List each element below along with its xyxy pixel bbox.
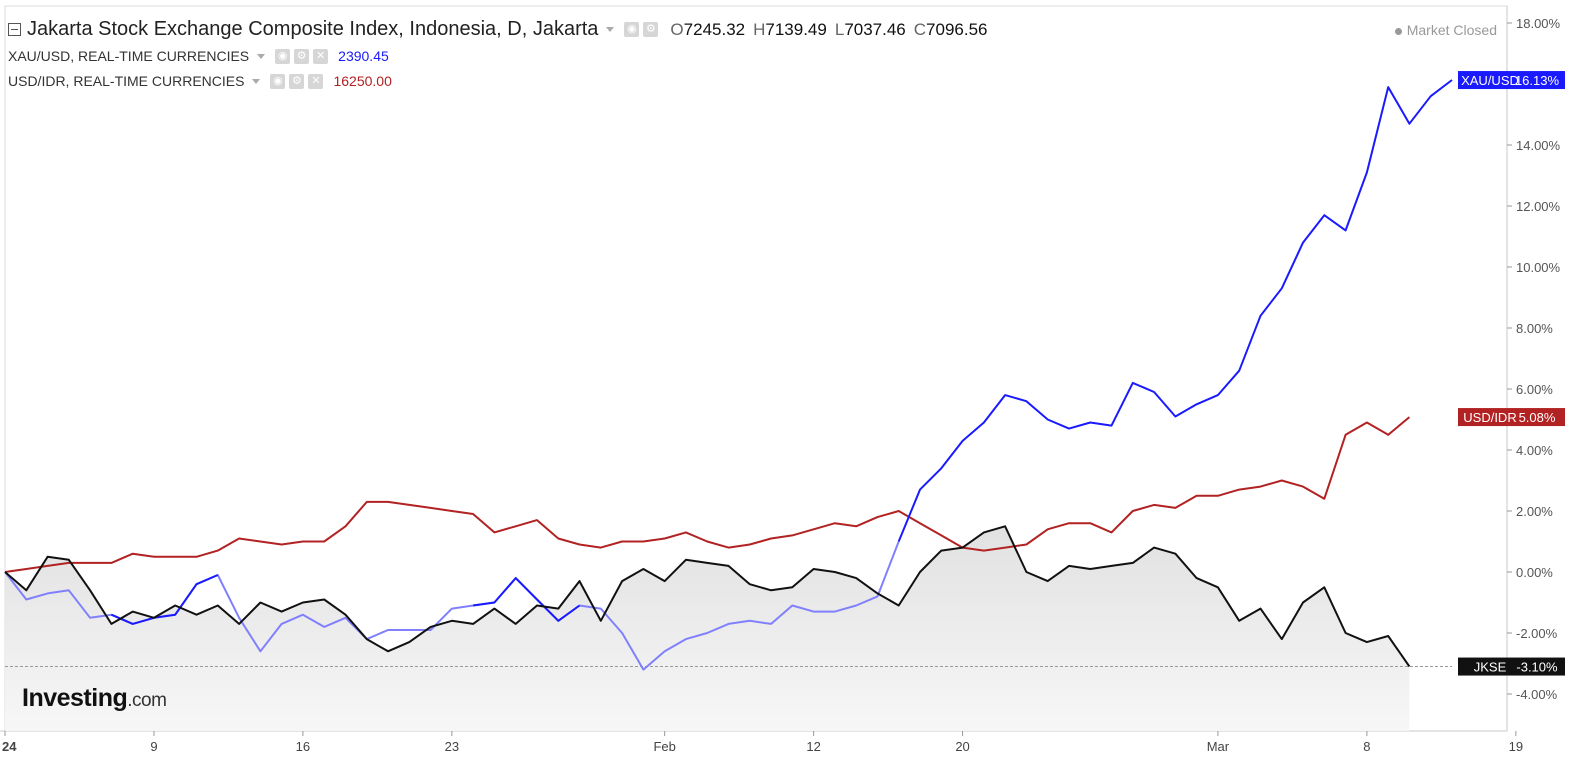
- usd-idr-last-label-value-bg: [1522, 408, 1565, 427]
- y-tick-label: 12.00%: [1516, 199, 1561, 214]
- y-tick-label: 6.00%: [1516, 382, 1553, 397]
- jkse-area-fill: [5, 526, 1452, 731]
- x-tick-label: Feb: [653, 739, 675, 754]
- chevron-down-icon[interactable]: [606, 27, 615, 32]
- gear-icon[interactable]: ⚙: [643, 22, 659, 37]
- overlay-value-idr: 16250.00: [333, 73, 392, 89]
- overlay-legend-row-idr: USD/IDR, REAL-TIME CURRENCIES ◉ ⚙ ✕ 1625…: [8, 73, 988, 89]
- gear-icon[interactable]: ⚙: [289, 73, 305, 89]
- x-tick-label: 19: [1509, 739, 1523, 754]
- overlay-label-xau: XAU/USD, REAL-TIME CURRENCIES: [8, 48, 250, 64]
- y-tick-label: 8.00%: [1516, 321, 1553, 336]
- y-tick-label: 2.00%: [1516, 504, 1553, 519]
- xau-usd-last-label-name-bg: [1458, 71, 1522, 90]
- collapse-icon[interactable]: [8, 23, 21, 36]
- x-tick-label: 16: [296, 739, 310, 754]
- market-status: Market Closed: [1394, 22, 1497, 38]
- chart-legend: Jakarta Stock Exchange Composite Index, …: [8, 18, 988, 89]
- xau-usd-line: [897, 79, 1453, 542]
- jkse-last-label-value-bg: [1522, 657, 1565, 676]
- y-tick-label: 4.00%: [1516, 443, 1553, 458]
- low-label: L: [834, 19, 845, 39]
- xau-usd-last-label-value: 16.13%: [1515, 73, 1560, 88]
- main-legend-row: Jakarta Stock Exchange Composite Index, …: [8, 18, 988, 41]
- close-value: 7096.56: [926, 19, 988, 39]
- x-tick-label: 12: [806, 739, 820, 754]
- usd-idr-line: [4, 416, 1411, 573]
- xau-usd-line-segment: [111, 574, 219, 625]
- y-tick-label: 10.00%: [1516, 260, 1561, 275]
- y-tick-label: -2.00%: [1516, 626, 1558, 641]
- market-status-text: Market Closed: [1406, 22, 1497, 38]
- x-tick-label: 9: [150, 739, 157, 754]
- usd-idr-last-label-name: USD/IDR: [1463, 410, 1516, 425]
- main-series-title: Jakarta Stock Exchange Composite Index, …: [27, 18, 599, 40]
- x-tick-label: Mar: [1207, 739, 1230, 754]
- status-dot-icon: [1394, 27, 1402, 35]
- high-value: 7139.49: [765, 19, 827, 39]
- jkse-line: [4, 525, 1411, 668]
- jkse-last-label-value: -3.10%: [1516, 660, 1558, 675]
- low-value: 7037.46: [844, 19, 906, 39]
- usd-idr-last-label-value: 5.08%: [1519, 410, 1556, 425]
- logo-suffix: .com: [127, 690, 167, 711]
- xau-usd-last-label-name: XAU/USD: [1461, 73, 1519, 88]
- y-tick-label: 0.00%: [1516, 565, 1553, 580]
- usd-idr-last-label: USD/IDR 5.08%: [1458, 408, 1565, 427]
- jkse-last-label-name: JKSE: [1474, 660, 1507, 675]
- jkse-last-label-name-bg: [1458, 657, 1522, 676]
- y-tick-label: -4.00%: [1516, 687, 1558, 702]
- overlay-label-idr: USD/IDR, REAL-TIME CURRENCIES: [8, 73, 245, 89]
- investing-logo: Investing.com: [22, 684, 167, 713]
- y-tick-label: 18.00%: [1516, 16, 1561, 31]
- x-axis: 2491623Feb1220Mar819Apr1623: [2, 731, 1523, 754]
- y-axis: 18.00%16.00%14.00%12.00%10.00%8.00%6.00%…: [1507, 16, 1561, 702]
- chevron-down-icon[interactable]: [252, 78, 261, 84]
- xau-usd-last-label-value-bg: [1522, 71, 1565, 90]
- x-tick-label: 24: [2, 739, 17, 754]
- y-tick-label: 14.00%: [1516, 138, 1561, 153]
- open-label: O: [670, 19, 684, 39]
- x-tick-label: 8: [1363, 739, 1370, 754]
- x-tick-label: 20: [955, 739, 969, 754]
- usd-idr-last-label-name-bg: [1458, 408, 1522, 427]
- xau-usd-line-segment: [472, 577, 581, 622]
- series-lines: [4, 79, 1453, 671]
- close-icon[interactable]: ✕: [308, 73, 324, 89]
- chevron-down-icon[interactable]: [257, 53, 266, 59]
- eye-icon[interactable]: ◉: [275, 48, 291, 64]
- jkse-last-label: JKSE -3.10%: [1458, 657, 1565, 676]
- overlay-legend-row-xau: XAU/USD, REAL-TIME CURRENCIES ◉ ⚙ ✕ 2390…: [8, 48, 988, 64]
- logo-brand: Investing: [22, 684, 128, 712]
- jkse-area: [5, 526, 1410, 731]
- overlay-value-xau: 2390.45: [338, 48, 389, 64]
- eye-icon[interactable]: ◉: [624, 22, 640, 37]
- eye-icon[interactable]: ◉: [270, 73, 286, 89]
- gear-icon[interactable]: ⚙: [294, 48, 310, 64]
- x-tick-label: 23: [445, 739, 459, 754]
- high-label: H: [753, 19, 766, 39]
- close-icon[interactable]: ✕: [313, 48, 329, 64]
- open-value: 7245.32: [683, 19, 746, 39]
- close-label: C: [913, 19, 927, 39]
